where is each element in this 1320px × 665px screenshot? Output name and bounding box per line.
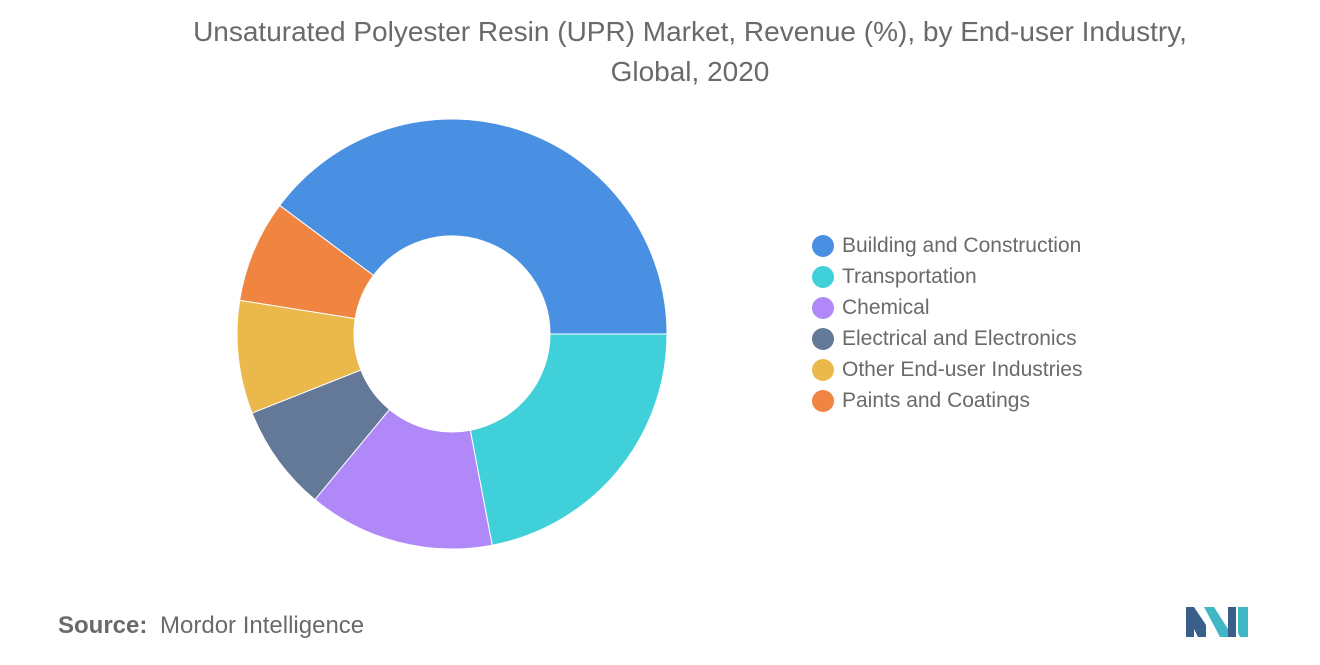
legend-item-other-end-user-industries: Other End-user Industries: [812, 354, 1082, 385]
legend-marker: [812, 358, 834, 381]
chart-title: Unsaturated Polyester Resin (UPR) Market…: [60, 12, 1320, 92]
slice-transportation: [469, 333, 668, 546]
legend-marker: [812, 265, 834, 288]
legend-item-electrical-and-electronics: Electrical and Electronics: [812, 323, 1082, 354]
legend-marker: [812, 296, 834, 319]
legend-label: Other End-user Industries: [842, 357, 1083, 381]
slice-building-and-construction: [278, 118, 668, 335]
legend-marker: [812, 327, 834, 350]
source-value: Mordor Intelligence: [160, 612, 365, 639]
source-note: Source: Mordor Intelligence: [58, 612, 364, 640]
legend-label: Transportation: [842, 264, 977, 288]
donut-chart: [236, 118, 668, 550]
chart-title-line-2: Global, 2020: [610, 56, 770, 87]
legend-marker: [812, 389, 834, 412]
legend-item-chemical: Chemical: [812, 292, 1082, 323]
source-key: Source:: [58, 612, 148, 639]
legend-label: Paints and Coatings: [842, 388, 1030, 412]
legend-label: Building and Construction: [842, 233, 1082, 257]
chart-title-line-1: Unsaturated Polyester Resin (UPR) Market…: [193, 16, 1187, 47]
legend-item-building-and-construction: Building and Construction: [812, 230, 1082, 261]
legend-label: Electrical and Electronics: [842, 326, 1077, 350]
slice-chemical: [314, 408, 493, 550]
legend-item-paints-and-coatings: Paints and Coatings: [812, 385, 1082, 416]
mordor-intelligence-logo-icon: [1186, 607, 1248, 637]
chart-legend: Building and Construction Transportation C…: [812, 230, 1082, 416]
legend-marker: [812, 234, 834, 257]
legend-label: Chemical: [842, 295, 930, 319]
legend-item-transportation: Transportation: [812, 261, 1082, 292]
